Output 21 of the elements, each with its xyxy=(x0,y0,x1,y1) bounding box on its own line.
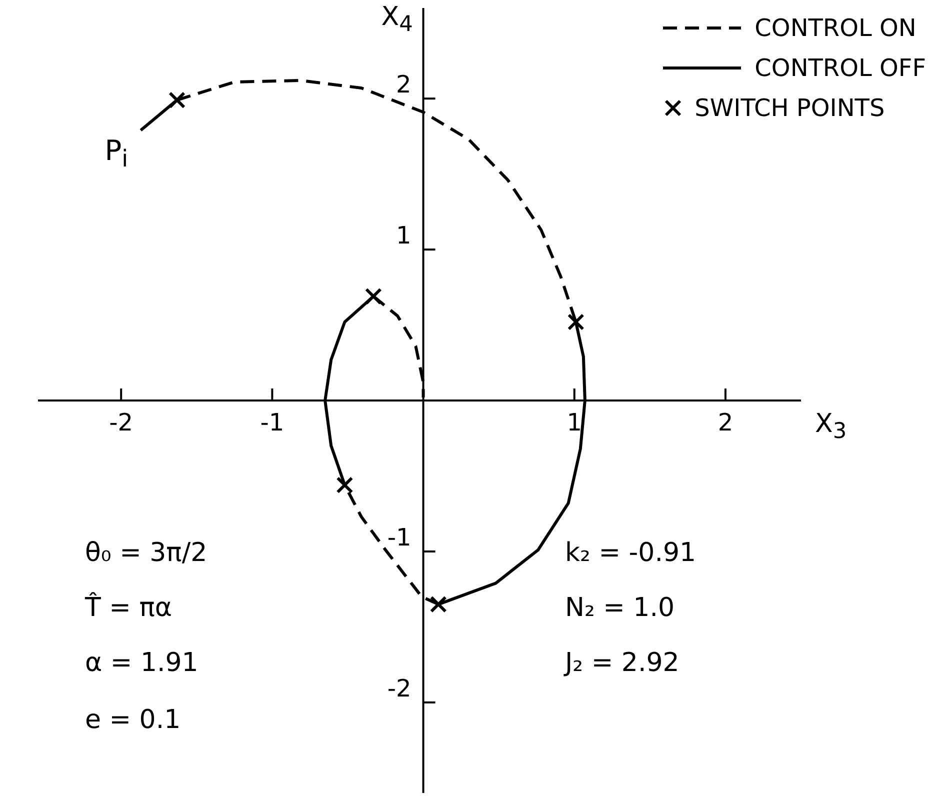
y-tick-label: -1 xyxy=(387,523,412,552)
y-tick-label: 2 xyxy=(396,70,412,99)
annotation: θ₀ = 3π/2 xyxy=(85,538,208,568)
y-tick-label: -2 xyxy=(387,674,412,702)
annotation: P$_{i}$ xyxy=(104,134,128,173)
annotation: N₂ = 1.0 xyxy=(565,593,675,623)
annotation: e = 0.1 xyxy=(85,705,181,735)
legend-label: SWITCH POINTS xyxy=(694,93,885,124)
x-tick-label: -1 xyxy=(260,408,284,436)
y-axis-title: X$_{4}$ xyxy=(381,2,413,38)
annotation: J₂ = 2.92 xyxy=(565,648,680,678)
legend-label: CONTROL ON xyxy=(754,13,916,44)
legend-label: CONTROL OFF xyxy=(754,53,926,84)
annotation: k₂ = -0.91 xyxy=(565,538,696,568)
x-tick-label: 2 xyxy=(718,408,734,436)
annotation: T̂ = πα xyxy=(85,593,172,623)
x-axis-title: X$_{3}$ xyxy=(815,408,847,444)
annotation: α = 1.91 xyxy=(85,648,198,678)
x-tick-label: 1 xyxy=(566,408,582,436)
x-tick-label: -2 xyxy=(109,408,134,436)
y-tick-label: 1 xyxy=(396,222,412,250)
